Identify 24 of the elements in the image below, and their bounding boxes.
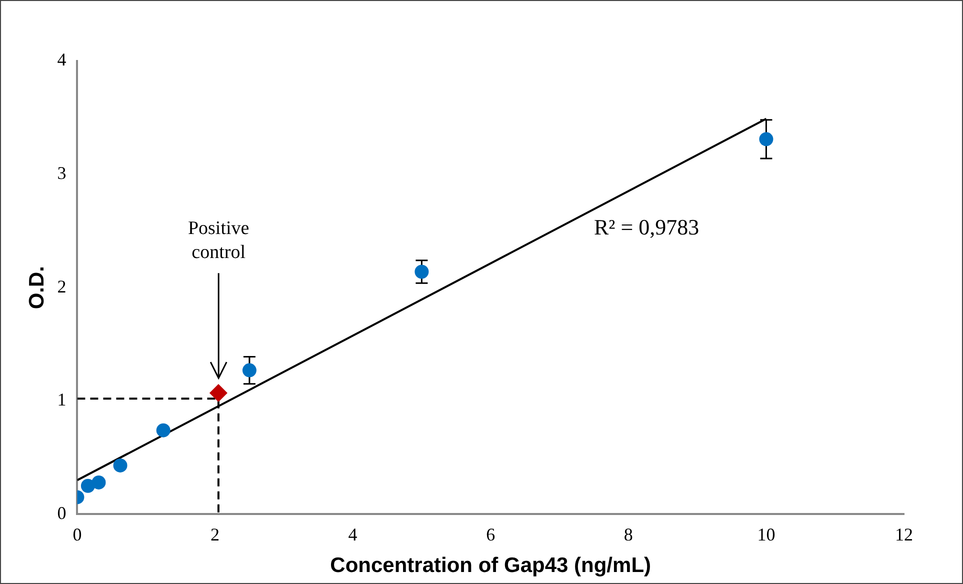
annotation: R² = 0,9783 — [594, 214, 700, 240]
x-tick-label: 0 — [72, 524, 82, 545]
point — [156, 423, 170, 438]
point — [209, 384, 228, 402]
x-tick-label: 10 — [757, 524, 776, 545]
point — [80, 478, 95, 493]
point — [759, 132, 774, 146]
x-tick-label: 4 — [348, 524, 358, 545]
y-tick-label: 2 — [57, 276, 66, 296]
point — [113, 458, 128, 472]
x-tick-label: 2 — [210, 524, 220, 545]
x-axis-title: Concentration of Gap43 (ng/mL) — [330, 554, 652, 578]
y-tick-label: 3 — [57, 163, 66, 184]
x-tick-label: 6 — [486, 524, 496, 545]
point — [92, 475, 106, 490]
point — [242, 363, 256, 378]
point — [414, 264, 429, 279]
x-tick-label: 12 — [895, 524, 913, 545]
y-axis-title: O.D. — [25, 266, 48, 310]
y-tick-label: 1 — [57, 390, 66, 410]
annotation: Positive control — [188, 218, 250, 264]
y-tick-label: 0 — [57, 502, 66, 523]
x-tick-label: 8 — [624, 524, 633, 545]
y-tick-label: 4 — [57, 50, 66, 70]
